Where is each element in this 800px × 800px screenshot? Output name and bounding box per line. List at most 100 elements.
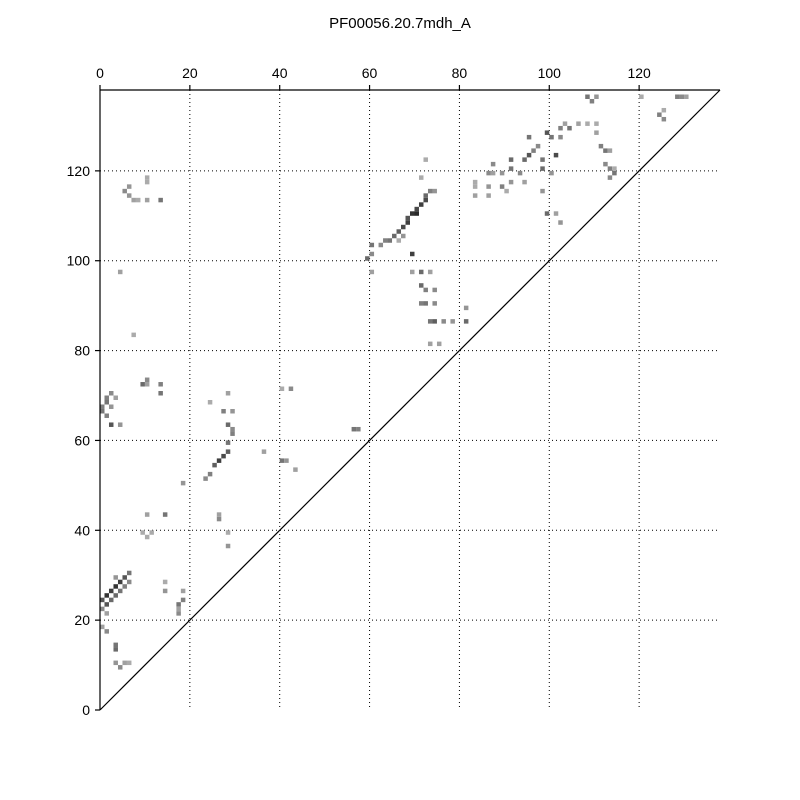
y-tick-label: 40 xyxy=(74,522,90,538)
contact-cell xyxy=(387,238,393,243)
contact-cell xyxy=(144,512,150,517)
contact-cell xyxy=(378,242,384,248)
contact-cell xyxy=(423,193,428,198)
contact-cell xyxy=(657,112,662,117)
contact-cell xyxy=(113,395,118,400)
contact-cell xyxy=(221,453,226,459)
contact-cell xyxy=(414,211,419,216)
chart-title: PF00056.20.7mdh_A xyxy=(329,15,471,32)
contact-cell xyxy=(418,202,424,207)
contact-cell xyxy=(108,422,114,427)
contact-cell xyxy=(180,480,186,486)
contact-cell xyxy=(396,238,402,243)
contact-cell xyxy=(427,319,433,324)
contact-cell xyxy=(144,197,150,203)
contact-cell xyxy=(531,148,536,153)
contact-cell xyxy=(594,94,599,99)
contact-cell xyxy=(104,629,109,634)
contact-cell xyxy=(117,422,123,427)
contact-cell xyxy=(490,170,496,176)
contact-cell xyxy=(221,408,226,414)
contact-cell xyxy=(144,179,150,185)
contact-cell xyxy=(100,606,105,612)
contact-cell xyxy=(535,143,541,149)
contact-cell xyxy=(203,476,208,481)
contact-cell xyxy=(423,197,428,203)
contact-cell xyxy=(225,530,231,535)
contact-cell xyxy=(463,305,469,311)
contact-cell xyxy=(418,175,424,180)
contact-cell xyxy=(432,301,437,306)
contact-cell xyxy=(279,386,285,392)
contact-cell xyxy=(122,575,127,580)
contact-cell xyxy=(369,251,375,257)
contact-cell xyxy=(540,188,545,194)
contact-cell xyxy=(544,211,550,216)
contact-cell xyxy=(472,184,478,189)
diagonal-line xyxy=(99,89,721,711)
contact-cell xyxy=(293,467,298,472)
contact-cell xyxy=(126,660,132,666)
contact-cell xyxy=(553,211,559,216)
contact-cell xyxy=(126,570,132,576)
contact-cell xyxy=(540,166,545,171)
contact-cell xyxy=(100,404,105,409)
contact-cell xyxy=(176,606,181,612)
contact-cell xyxy=(441,319,446,324)
contact-cell xyxy=(418,283,424,288)
contact-cell xyxy=(351,426,357,432)
contact-cell xyxy=(401,224,406,230)
contact-cell xyxy=(598,143,604,149)
contact-cell xyxy=(113,647,118,652)
contact-cell xyxy=(288,386,294,392)
contact-cell xyxy=(508,157,514,162)
contact-cell xyxy=(149,530,154,535)
contact-cell xyxy=(432,188,437,194)
contact-cell xyxy=(104,400,109,405)
grid-lines xyxy=(100,90,720,710)
contact-cell xyxy=(225,422,231,427)
contact-cell xyxy=(225,543,231,549)
contact-cell xyxy=(261,449,267,454)
contact-cell xyxy=(544,130,550,135)
contact-cell xyxy=(279,458,285,463)
contact-cell xyxy=(450,319,455,324)
contact-cell xyxy=(603,161,608,167)
x-tick-label: 100 xyxy=(538,65,562,81)
contact-cell xyxy=(131,197,136,203)
contact-cell xyxy=(589,98,595,104)
contact-cell xyxy=(140,382,145,387)
contact-cell xyxy=(576,121,581,126)
contact-cell xyxy=(396,229,402,234)
contact-cell xyxy=(486,184,491,189)
contact-cell xyxy=(108,404,114,409)
contact-cell xyxy=(100,408,105,414)
contact-cell xyxy=(207,471,213,477)
x-tick-label: 0 xyxy=(96,65,104,81)
contact-cells xyxy=(100,94,689,670)
contact-cell xyxy=(216,458,222,463)
contact-cell xyxy=(423,157,428,162)
contact-cell xyxy=(508,166,514,171)
contact-cell xyxy=(108,588,114,594)
contact-cell xyxy=(522,157,527,162)
contact-cell xyxy=(108,391,114,396)
contact-cell xyxy=(122,584,127,589)
contact-cell xyxy=(562,121,568,126)
contact-cell xyxy=(117,588,123,594)
contact-cell xyxy=(122,188,127,194)
contact-cell xyxy=(180,588,186,594)
y-tick-label: 20 xyxy=(74,612,90,628)
contact-cell xyxy=(104,602,109,607)
contact-cell xyxy=(113,593,118,598)
contact-cell xyxy=(427,188,433,194)
contact-cell xyxy=(104,395,109,400)
contact-cell xyxy=(383,238,388,243)
contact-cell xyxy=(594,121,599,126)
contact-cell xyxy=(558,134,563,140)
contact-cell xyxy=(135,197,141,203)
contact-cell xyxy=(144,382,150,387)
contact-cell xyxy=(526,152,532,158)
x-tick-label: 80 xyxy=(452,65,468,81)
